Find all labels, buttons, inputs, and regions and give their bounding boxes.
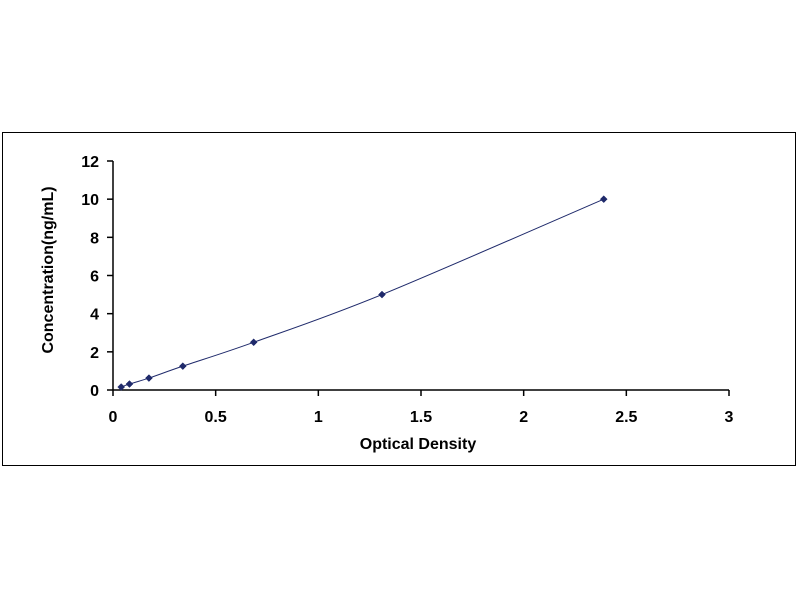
x-tick-label: 1.5 <box>410 409 432 426</box>
x-axis-title: Optical Density <box>360 436 477 453</box>
data-point <box>378 290 386 299</box>
axes <box>112 161 729 391</box>
x-tick-label: 1 <box>314 409 323 426</box>
y-axis-title: Concentration(ng/mL) <box>40 186 57 353</box>
x-tick-label: 3 <box>725 409 734 426</box>
data-point <box>249 338 258 347</box>
y-tick-label: 12 <box>81 154 99 171</box>
y-tick-label: 6 <box>90 269 99 286</box>
x-tick-label: 0.5 <box>205 409 227 426</box>
x-tick-label: 2.5 <box>615 409 637 426</box>
series-layer <box>117 195 608 391</box>
data-point <box>117 383 126 391</box>
y-tick-label: 0 <box>90 383 99 400</box>
y-tick-label: 4 <box>90 307 99 324</box>
y-tick-label: 10 <box>81 192 99 209</box>
data-point <box>145 374 153 382</box>
data-point <box>178 362 187 371</box>
y-tick-label: 2 <box>90 345 99 362</box>
series-trendline <box>121 198 604 388</box>
y-ticks: 0 2 4 6 8 10 12 <box>81 154 113 400</box>
chart-frame <box>2 132 796 466</box>
x-tick-label: 0 <box>109 409 118 426</box>
y-tick-label: 8 <box>90 230 99 247</box>
x-tick-label: 2 <box>519 409 528 426</box>
data-point <box>125 380 134 388</box>
data-point <box>599 195 608 204</box>
x-ticks: 0 0.5 1 1.5 2 2.5 3 <box>109 390 734 426</box>
